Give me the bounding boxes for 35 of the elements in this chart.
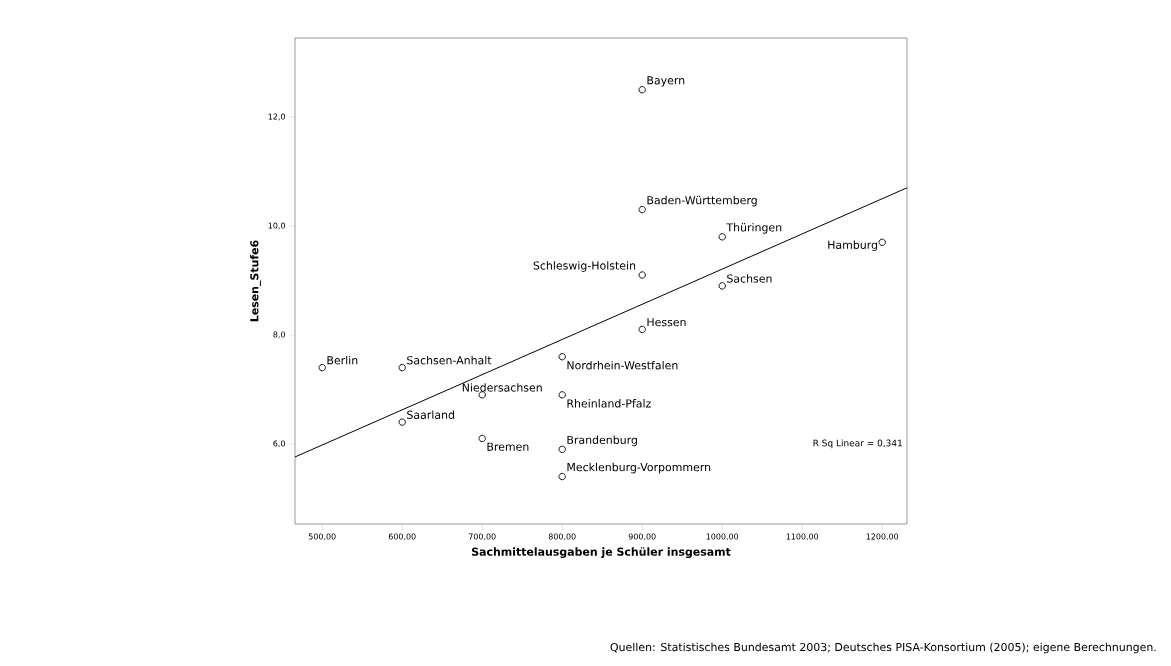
annotation: Bayern bbox=[647, 76, 685, 87]
point bbox=[558, 391, 566, 399]
annotation: Hamburg bbox=[828, 240, 878, 252]
point bbox=[398, 363, 406, 372]
point bbox=[638, 271, 646, 279]
y-axis-title: Lesen_Stufe6 bbox=[249, 240, 261, 322]
annotation: Mecklenburg-Vorpommern bbox=[567, 462, 711, 474]
point bbox=[558, 445, 566, 453]
point bbox=[638, 86, 646, 94]
source-note: Quellen: Statistisches Bundesamt 2003; Deutsches PISA-Konsortium (2005); eigene Berechnungen. bbox=[610, 642, 1156, 654]
annotation: Sachsen bbox=[727, 274, 772, 283]
point bbox=[478, 434, 486, 443]
annotation: Bremen bbox=[487, 442, 529, 451]
point bbox=[558, 472, 566, 481]
annotation: Baden-Württemberg bbox=[647, 195, 757, 207]
annotation: Saarland bbox=[407, 410, 454, 419]
annotation: Rheinland-Pfalz bbox=[567, 399, 651, 408]
point bbox=[558, 353, 566, 361]
annotation: Schleswig-Holstein bbox=[533, 261, 636, 272]
point bbox=[318, 363, 326, 372]
point bbox=[638, 205, 646, 214]
annotation: Sachsen-Anhalt bbox=[407, 355, 492, 365]
annotation: Thüringen bbox=[726, 223, 782, 234]
annotation: Hessen bbox=[647, 318, 686, 327]
annotation: Berlin bbox=[327, 355, 358, 365]
point bbox=[638, 325, 646, 334]
x-axis-title: Sachmittelausgaben je Schüler insgesamt bbox=[471, 547, 731, 559]
point bbox=[398, 418, 406, 426]
annotation: Nordrhein-Westfalen bbox=[567, 360, 678, 370]
point bbox=[878, 238, 886, 246]
annotation: Brandenburg bbox=[567, 435, 637, 447]
annotation: R Sq Linear = 0,341 bbox=[813, 439, 902, 449]
annotation: Niedersachsen bbox=[462, 383, 542, 392]
point bbox=[718, 233, 726, 241]
point bbox=[718, 282, 726, 290]
